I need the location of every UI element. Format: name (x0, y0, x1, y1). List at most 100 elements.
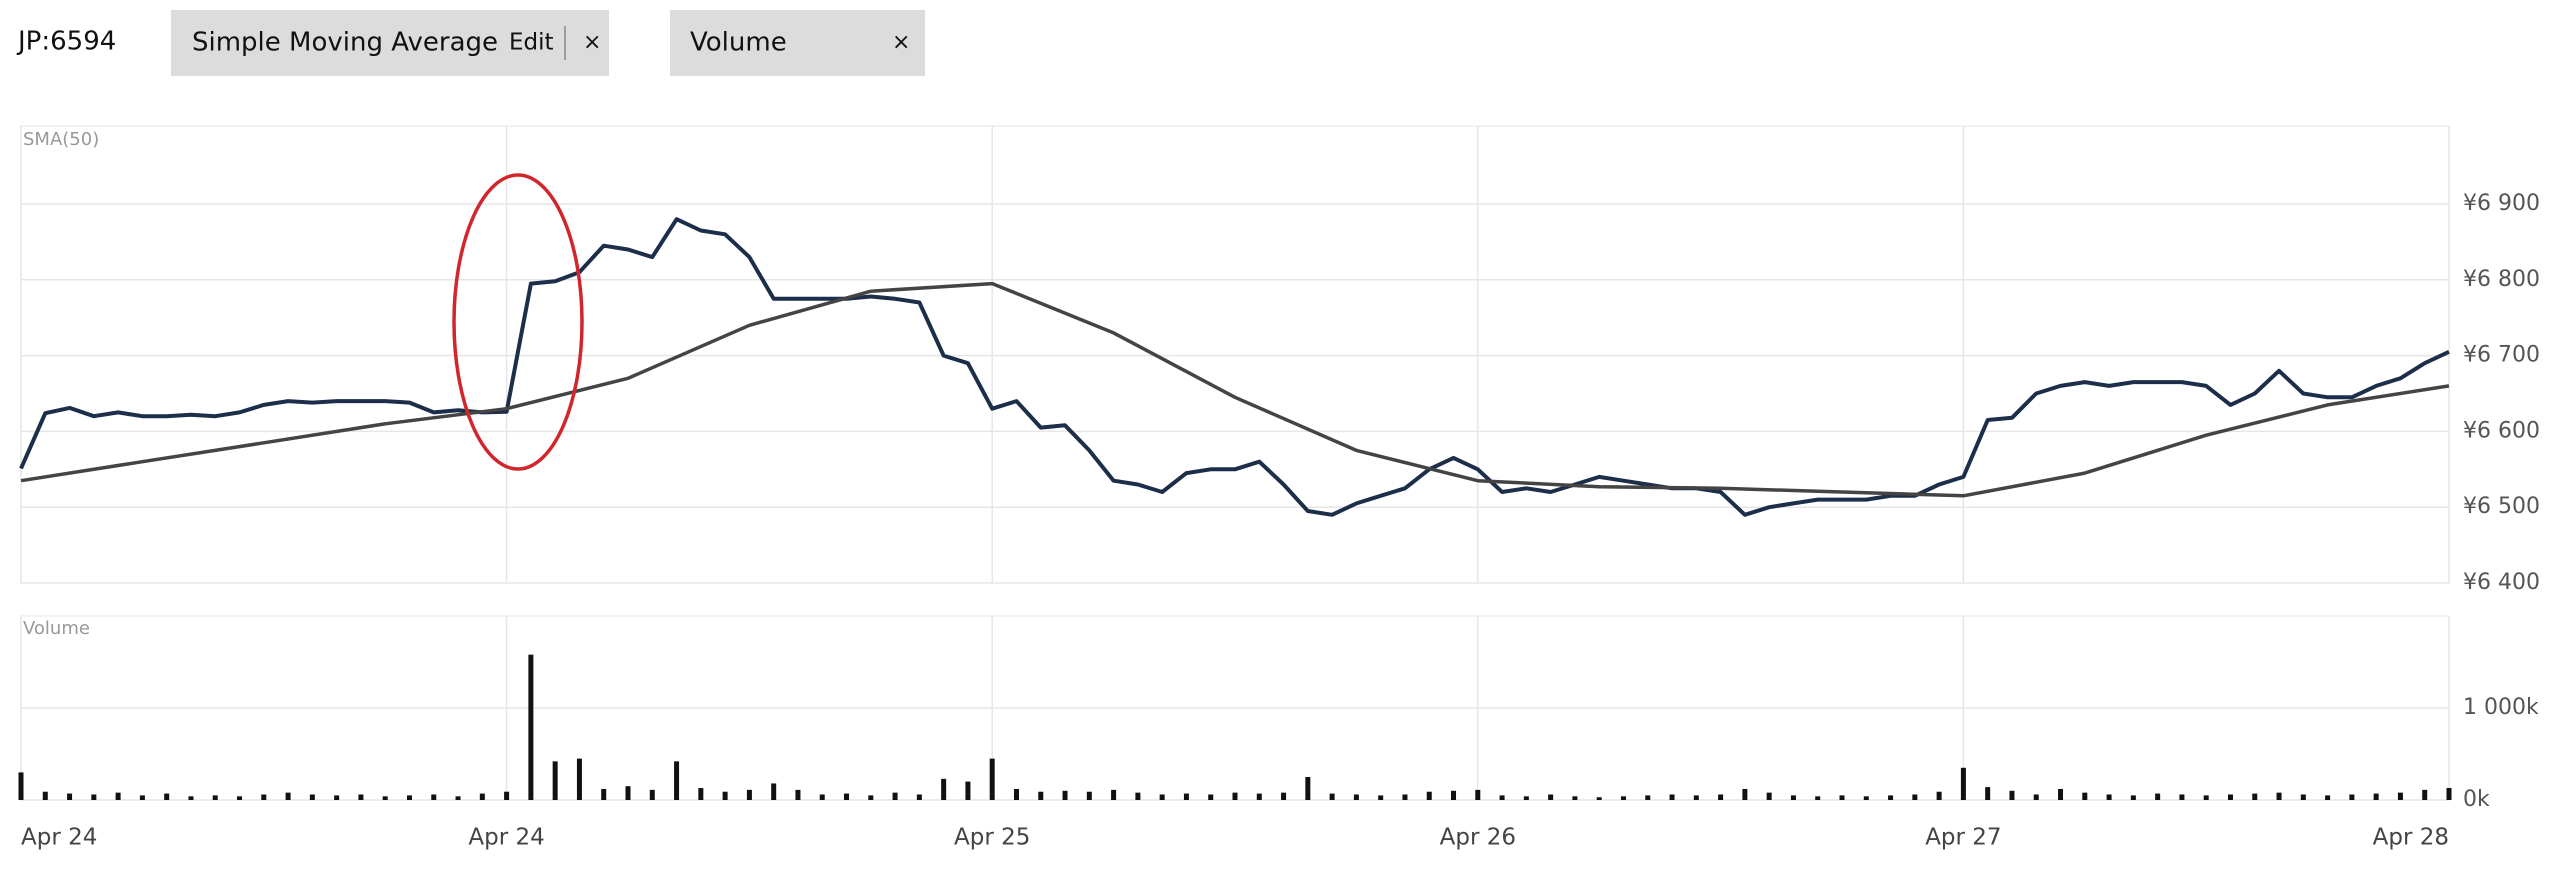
volume-bar (188, 796, 194, 800)
volume-bar (552, 761, 558, 800)
volume-bar (2397, 792, 2403, 800)
volume-bar (2082, 792, 2088, 800)
volume-bar (1402, 794, 1408, 800)
volume-bar (2446, 788, 2452, 800)
volume-bar (576, 758, 582, 800)
volume-bar (2349, 794, 2355, 800)
volume-bar (965, 781, 971, 800)
volume-bar (649, 789, 655, 800)
volume-bar (1596, 797, 1602, 800)
volume-bar (42, 791, 48, 800)
volume-bar (2203, 795, 2209, 800)
volume-bar (722, 791, 728, 800)
volume-bar (1232, 792, 1238, 800)
volume-bar (1062, 790, 1068, 800)
volume-bar (1742, 788, 1748, 800)
highlight-ellipse (452, 173, 584, 471)
volume-bar (2300, 794, 2306, 800)
volume-bar (91, 794, 97, 800)
x-tick-label: Apr 26 (1440, 825, 1516, 851)
indicator-chip[interactable] (670, 10, 925, 76)
close-button[interactable]: × (583, 30, 601, 55)
volume-bar (868, 795, 874, 800)
volume-bar (1086, 791, 1092, 800)
volume-bar (1305, 777, 1311, 800)
volume-bar (18, 772, 24, 800)
volume-bar (115, 792, 121, 800)
volume-bar (1013, 788, 1019, 800)
volume-bar (989, 758, 995, 800)
volume-bar (819, 794, 825, 800)
panel-label: Volume (23, 618, 90, 639)
volume-bar (2130, 795, 2136, 800)
volume-bar (1135, 792, 1141, 800)
volume-bar (455, 796, 461, 800)
volume-bar (941, 778, 947, 800)
volume-bar (1718, 794, 1724, 800)
volume-bar (406, 795, 412, 800)
volume-bar (1329, 793, 1335, 800)
volume-bar (1669, 794, 1675, 800)
volume-bar (1475, 789, 1481, 800)
plots: ¥6 400 ¥6 500 ¥6 600 ¥6 700 ¥6 800 ¥6 900 0k 1 … (18, 126, 2540, 851)
edit-button[interactable]: Edit (509, 30, 554, 56)
volume-bar (601, 788, 607, 800)
volume-bar (479, 793, 485, 800)
volume-bar (892, 792, 898, 800)
volume-bar (1790, 795, 1796, 800)
volume-bar (674, 761, 680, 800)
volume-bar (309, 794, 315, 800)
volume-bar (1378, 795, 1384, 800)
volume-bar (2155, 793, 2161, 800)
price-line (19, 217, 2450, 517)
indicator-chip[interactable] (171, 10, 609, 76)
volume-bar (746, 789, 752, 800)
y-tick-label: ¥6 600 (2463, 418, 2540, 443)
volume-bar (2227, 794, 2233, 800)
volume-bar (2422, 789, 2428, 800)
volume-bar (1645, 795, 1651, 800)
x-tick-label: Apr 28 (2373, 825, 2449, 851)
price-panel (20, 125, 2450, 584)
volume-bar (698, 788, 704, 800)
volume-bar (1523, 796, 1529, 800)
volume-bar (1281, 792, 1287, 800)
volume-bar (2033, 794, 2039, 800)
volume-bar (261, 794, 267, 800)
volume-bar (1256, 793, 1262, 800)
y-tick-label: 0k (2463, 787, 2490, 812)
volume-bar (1038, 791, 1044, 800)
y-tick-label: ¥6 700 (2463, 343, 2540, 368)
close-button[interactable]: × (892, 30, 910, 55)
volume-bar (1985, 787, 1991, 800)
volume-bar (1888, 795, 1894, 800)
volume-bar (2252, 793, 2258, 800)
panel-label: SMA(50) (23, 129, 99, 150)
volume-bar (1426, 791, 1432, 800)
chip-label: Simple Moving Average (192, 28, 498, 58)
x-tick-label: Apr 25 (954, 825, 1030, 851)
volume-bar (916, 794, 922, 800)
volume-bar (1159, 794, 1165, 800)
volume-bar (504, 791, 510, 800)
volume-bar (2009, 790, 2015, 800)
volume-bar (2058, 788, 2064, 800)
volume-bar (1353, 794, 1359, 800)
volume-bar (1451, 790, 1457, 800)
volume-bar (528, 654, 534, 800)
volume-bar (431, 794, 437, 800)
volume-bar (625, 786, 631, 800)
price-line (20, 281, 2450, 498)
volume-bar (2106, 794, 2112, 800)
x-tick-label: Apr 24 (21, 825, 97, 851)
volume-bar (1960, 767, 1966, 800)
volume-bar (139, 795, 145, 800)
volume-bar (1548, 794, 1554, 800)
volume-bar (2179, 794, 2185, 800)
volume-bar (334, 795, 340, 800)
y-tick-label: 1 000k (2463, 695, 2539, 720)
volume-bar (1936, 791, 1942, 800)
volume-bar (67, 793, 73, 800)
x-tick-label: Apr 24 (468, 825, 544, 851)
